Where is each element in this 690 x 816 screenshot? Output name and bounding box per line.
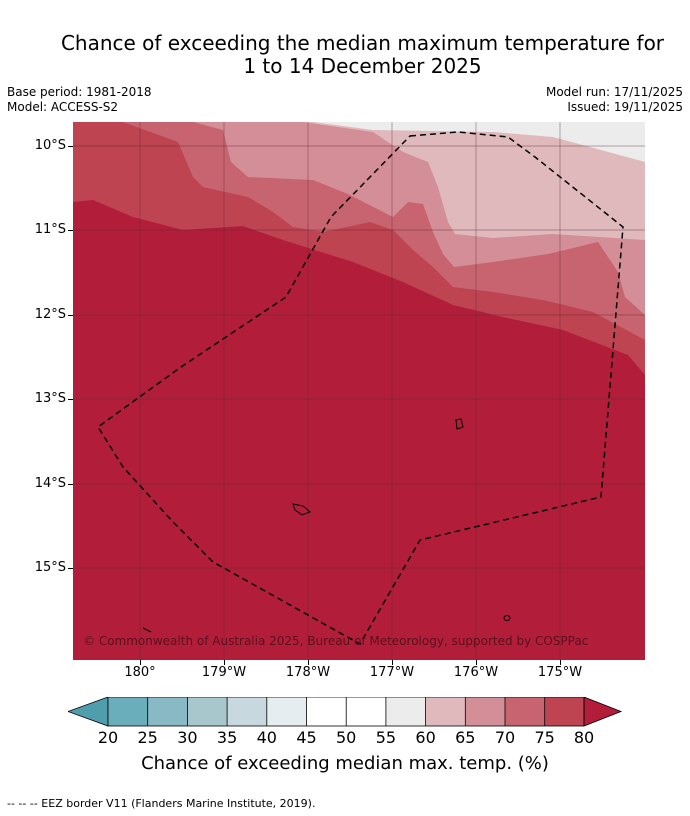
eez-footnote: -- -- -- EEZ border V11 (Flanders Marine… bbox=[7, 797, 316, 810]
lon-tick bbox=[140, 660, 141, 665]
swatch-25-30 bbox=[147, 697, 188, 726]
meta-right: Model run: 17/11/2025 Issued: 19/11/2025 bbox=[546, 85, 683, 115]
swatch-above-80 bbox=[583, 696, 623, 727]
island-1 bbox=[455, 418, 464, 430]
cb-label-45: 45 bbox=[296, 728, 317, 747]
cb-label-40: 40 bbox=[256, 728, 277, 747]
meta-left: Base period: 1981-2018 Model: ACCESS-S2 bbox=[7, 85, 152, 115]
probability-map bbox=[73, 122, 645, 660]
lat-label-13s: 13°S bbox=[34, 391, 66, 406]
cb-label-80: 80 bbox=[573, 728, 595, 747]
lon-label-177w: 177°W bbox=[369, 665, 415, 680]
lat-label-11s: 11°S bbox=[34, 222, 66, 237]
lat-tick bbox=[68, 146, 73, 147]
model-run: Model run: 17/11/2025 bbox=[545, 85, 683, 99]
title-line-1: Chance of exceeding the median maximum t… bbox=[60, 31, 665, 55]
lon-tick bbox=[560, 660, 561, 665]
eez-border bbox=[96, 131, 624, 646]
cb-label-75: 75 bbox=[534, 728, 555, 747]
map-title: Chance of exceeding the median maximum t… bbox=[0, 32, 690, 78]
colorbar bbox=[66, 696, 623, 731]
lat-tick bbox=[68, 568, 73, 569]
lat-tick bbox=[68, 230, 73, 231]
island-2 bbox=[292, 503, 311, 516]
lat-tick bbox=[68, 484, 73, 485]
lon-tick bbox=[224, 660, 225, 665]
swatch-60-65 bbox=[425, 697, 466, 726]
swatch-65-70 bbox=[465, 697, 505, 726]
cb-label-55: 55 bbox=[375, 728, 397, 747]
graticule bbox=[73, 122, 645, 660]
swatch-35-40 bbox=[227, 697, 267, 726]
swatch-75-80 bbox=[544, 697, 584, 726]
islands bbox=[142, 418, 511, 633]
cb-label-70: 70 bbox=[494, 728, 516, 747]
model-name: Model: ACCESS-S2 bbox=[7, 100, 119, 114]
colorbar-title: Chance of exceeding median max. temp. (%… bbox=[141, 753, 549, 774]
lon-tick bbox=[392, 660, 393, 665]
copyright-notice: © Commonwealth of Australia 2025, Bureau… bbox=[83, 634, 589, 648]
lon-tick bbox=[308, 660, 309, 665]
lon-label-180: 180° bbox=[124, 665, 156, 680]
lon-label-179w: 179°W bbox=[201, 665, 247, 680]
island-4 bbox=[142, 627, 152, 633]
cb-label-25: 25 bbox=[137, 728, 158, 747]
lat-label-12s: 12°S bbox=[34, 307, 66, 322]
colorbar-dividers bbox=[107, 696, 585, 727]
cb-label-50: 50 bbox=[336, 728, 357, 747]
issued-date: Issued: 19/11/2025 bbox=[567, 100, 683, 114]
swatch-30-35 bbox=[187, 697, 228, 726]
cb-label-20: 20 bbox=[97, 728, 119, 747]
lon-label-175w: 175°W bbox=[537, 665, 583, 680]
swatch-50-55 bbox=[346, 697, 386, 726]
swatch-40-45 bbox=[266, 697, 307, 726]
swatch-70-75 bbox=[505, 697, 545, 726]
swatch-below-20 bbox=[66, 696, 109, 727]
cb-label-35: 35 bbox=[216, 728, 238, 747]
lat-tick bbox=[68, 399, 73, 400]
lat-label-10s: 10°S bbox=[34, 138, 66, 153]
lon-label-176w: 176°W bbox=[453, 665, 499, 680]
lat-label-14s: 14°S bbox=[34, 476, 66, 491]
island-3 bbox=[503, 615, 511, 621]
cb-label-60: 60 bbox=[415, 728, 436, 747]
cb-label-65: 65 bbox=[455, 728, 476, 747]
swatch-55-60 bbox=[385, 697, 426, 726]
lat-label-15s: 15°S bbox=[34, 560, 66, 575]
lon-tick bbox=[476, 660, 477, 665]
base-period: Base period: 1981-2018 bbox=[7, 85, 152, 99]
title-line-2: 1 to 14 December 2025 bbox=[243, 54, 482, 78]
lon-label-178w: 178°W bbox=[285, 665, 331, 680]
cb-label-30: 30 bbox=[177, 728, 198, 747]
colorbar-swatches bbox=[66, 696, 623, 727]
swatch-45-50 bbox=[306, 697, 347, 726]
map-area[interactable]: © Commonwealth of Australia 2025, Bureau… bbox=[73, 122, 645, 660]
swatch-20-25 bbox=[108, 697, 148, 726]
lat-tick bbox=[68, 315, 73, 316]
